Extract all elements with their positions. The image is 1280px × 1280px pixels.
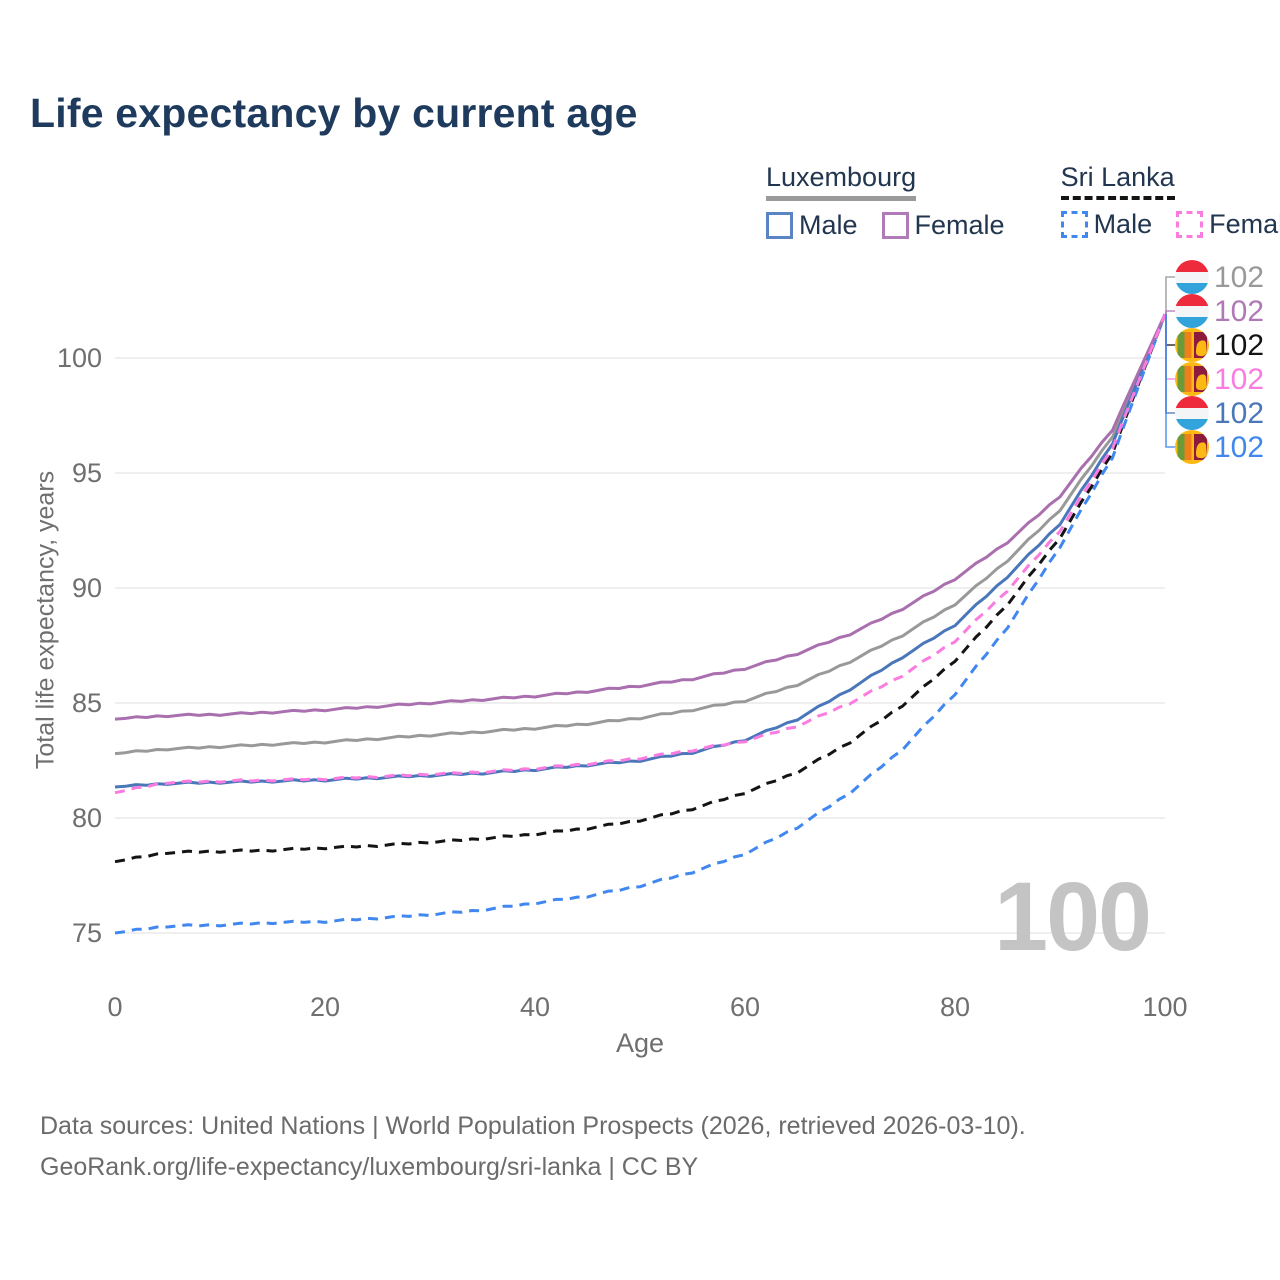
end-value-label: 102 [1214, 329, 1264, 362]
y-tick-label: 100 [57, 343, 102, 373]
y-axis-title: Total life expectancy, years [31, 470, 60, 770]
age-watermark: 100 [994, 862, 1152, 971]
end-label-connector [1165, 310, 1175, 314]
end-value-label: 102 [1214, 295, 1264, 328]
x-axis-title: Age [615, 1028, 665, 1058]
series-line-sri-lanka-female[interactable] [114, 313, 1167, 795]
sri-lanka-flag-icon [1175, 430, 1209, 464]
legend-group-sri-lanka: Sri Lanka Male Female [1060, 162, 1280, 241]
end-value-label: 102 [1214, 431, 1264, 464]
legend-item-label: Male [799, 210, 858, 240]
luxembourg-flag-icon [1175, 396, 1209, 430]
series-line-luxembourg-total[interactable] [114, 313, 1167, 756]
end-value-label: 102 [1214, 397, 1264, 430]
x-tick-label: 100 [1142, 992, 1187, 1022]
footer: Data sources: United Nations | World Pop… [40, 1106, 1026, 1188]
y-tick-label: 80 [72, 803, 102, 833]
y-tick-label: 75 [72, 918, 102, 948]
legend-country-sri-lanka[interactable]: Sri Lanka [1060, 162, 1175, 200]
page-title: Life expectancy by current age [30, 90, 638, 136]
luxembourg-flag-icon [1175, 294, 1209, 328]
end-label-connector [1165, 276, 1175, 314]
sri-lanka-flag-icon [1175, 328, 1209, 362]
legend-item-sri-lanka-female[interactable]: Female [1176, 209, 1280, 240]
luxembourg-male-swatch-icon [766, 212, 793, 239]
sri-lanka-flag-icon [1175, 362, 1209, 396]
end-value-label: 102 [1214, 363, 1264, 396]
sri-lanka-male-swatch-icon [1060, 211, 1088, 238]
legend-item-label: Female [1209, 209, 1280, 239]
legend-item-luxembourg-male[interactable]: Male [766, 210, 858, 241]
footer-data-sources: Data sources: United Nations | World Pop… [40, 1112, 1026, 1140]
legend-country-luxembourg[interactable]: Luxembourg [766, 162, 917, 201]
sri-lanka-female-swatch-icon [1176, 211, 1204, 238]
x-tick-label: 60 [730, 992, 760, 1022]
legend-item-label: Female [914, 210, 1005, 240]
y-tick-label: 95 [72, 458, 102, 488]
x-tick-label: 80 [940, 992, 970, 1022]
end-label-connector [1165, 314, 1175, 380]
x-tick-label: 20 [310, 992, 340, 1022]
series-line-sri-lanka-male[interactable] [114, 313, 1167, 935]
end-label-connector [1165, 314, 1175, 346]
luxembourg-flag-icon [1175, 260, 1209, 294]
luxembourg-female-swatch-icon [881, 212, 909, 239]
series-line-luxembourg-female[interactable] [114, 313, 1167, 721]
legend-item-label: Male [1093, 209, 1153, 239]
y-tick-label: 85 [72, 688, 102, 718]
legend-group-luxembourg: Luxembourg Male Female [766, 162, 1005, 241]
legend-item-sri-lanka-male[interactable]: Male [1060, 209, 1153, 240]
series-line-sri-lanka-total[interactable] [114, 313, 1167, 864]
end-label-connector [1165, 314, 1175, 414]
end-label-connector [1165, 314, 1175, 448]
y-tick-label: 90 [72, 573, 102, 603]
end-value-label: 102 [1214, 261, 1264, 294]
chart-legend: Luxembourg Male Female Sri Lanka Male [766, 162, 1280, 241]
x-tick-label: 0 [107, 992, 122, 1022]
footer-source-link[interactable]: GeoRank.org/life-expectancy/luxembourg/s… [40, 1153, 699, 1181]
x-tick-label: 40 [520, 992, 550, 1022]
series-line-luxembourg-male[interactable] [114, 313, 1167, 789]
legend-item-luxembourg-female[interactable]: Female [881, 210, 1005, 241]
